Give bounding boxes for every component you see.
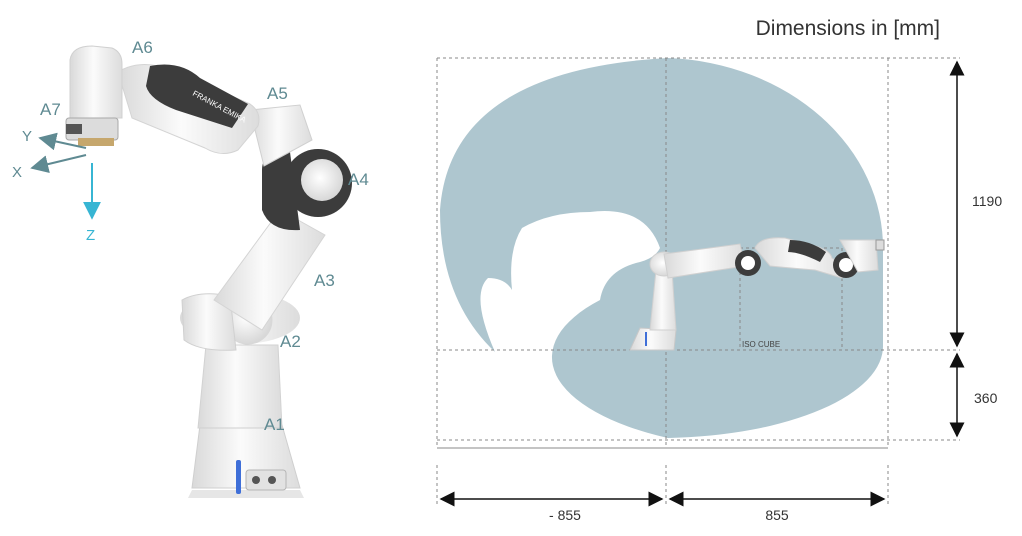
y-axis-arrow (38, 132, 87, 151)
workspace-envelope (440, 58, 884, 438)
horizontal-dimensions: - 855 855 (439, 491, 886, 523)
joint-label-a4: A4 (348, 170, 369, 189)
iso-cube-label: ISO CUBE (742, 340, 780, 349)
joint-label-a3: A3 (314, 271, 335, 290)
connector-icon (252, 476, 260, 484)
connector-icon (268, 476, 276, 484)
upper-arm-dark-band (146, 64, 248, 128)
joint-labels: A6 A5 A7 A4 A3 A2 A1 (40, 38, 369, 434)
x-axis-arrow (30, 154, 87, 173)
joint-label-a2: A2 (280, 332, 301, 351)
robot-in-workspace (629, 237, 885, 351)
left-reach-value: - 855 (549, 507, 581, 523)
upper-reach-value: 1190 (972, 193, 1002, 209)
robot-arm-illustration: FRANKA EMIKA (65, 45, 352, 498)
joint-label-a6: A6 (132, 38, 153, 57)
status-light-strip (236, 460, 241, 494)
joint-label-a7: A7 (40, 100, 61, 119)
y-axis-label: Y (22, 128, 32, 145)
joint-label-a1: A1 (264, 415, 285, 434)
tool-frame-axes: Y X Z (12, 128, 101, 244)
right-reach-value: 855 (765, 507, 789, 523)
joint-label-a5: A5 (267, 84, 288, 103)
vertical-dimensions: 1190 360 (949, 60, 1002, 438)
dimensions-title: Dimensions in [mm] (756, 17, 940, 40)
z-axis-label: Z (86, 227, 95, 244)
lower-reach-value: 360 (974, 390, 998, 406)
x-axis-label: X (12, 164, 22, 181)
